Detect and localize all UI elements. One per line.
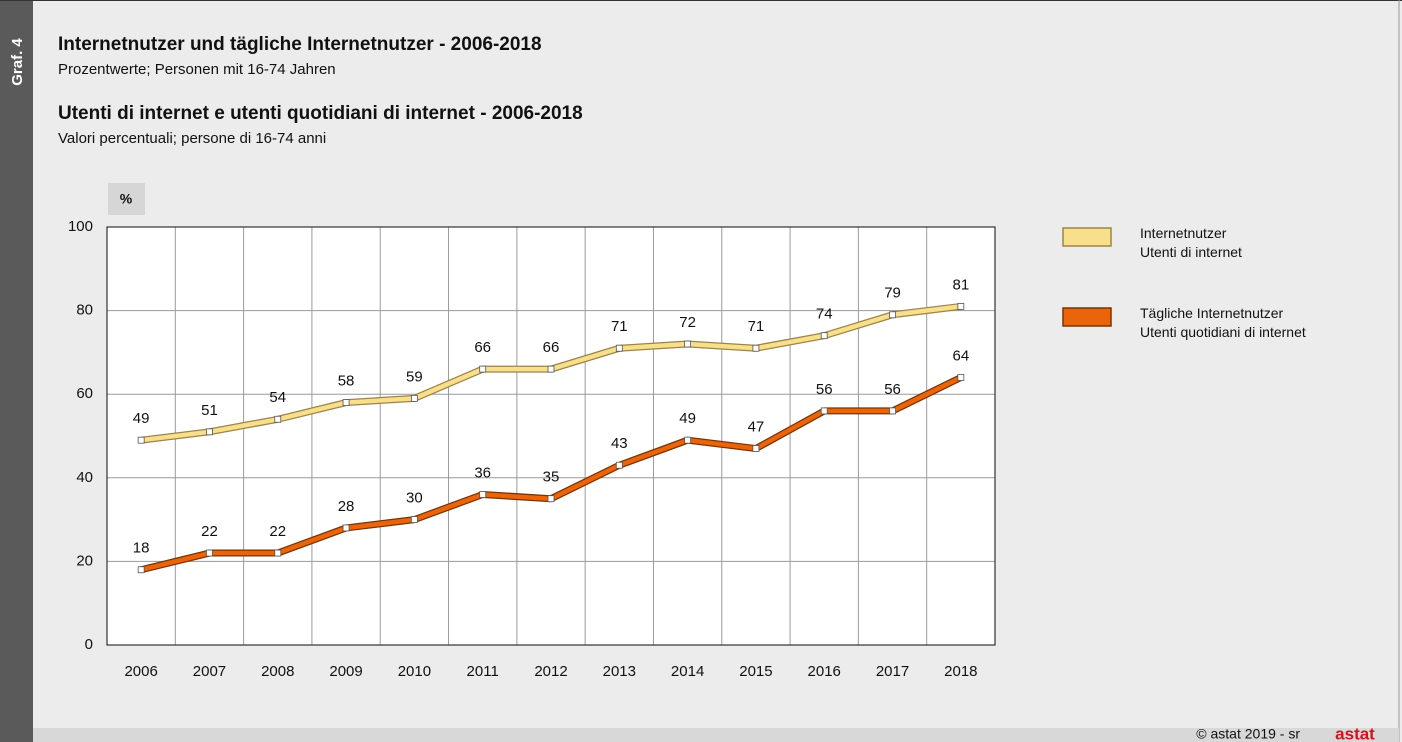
- data-label: 66: [474, 339, 491, 356]
- point-marker: [479, 365, 487, 373]
- side-bar: [0, 0, 33, 742]
- x-tick-label: 2007: [193, 663, 226, 680]
- data-label: 35: [543, 469, 560, 486]
- point-marker: [889, 311, 896, 319]
- point-marker: [615, 461, 623, 469]
- plot-border: [106, 226, 996, 646]
- data-label: 47: [748, 419, 765, 436]
- figure-label: Graf. 4: [9, 38, 26, 86]
- data-label: 22: [269, 523, 286, 540]
- x-tick-label: 2017: [876, 663, 909, 680]
- logo: astat: [1335, 724, 1375, 742]
- plot-area: [107, 227, 995, 645]
- x-tick-label: 2008: [261, 663, 294, 680]
- point-marker: [889, 407, 896, 415]
- x-tick-label: 2015: [739, 663, 772, 680]
- data-label: 66: [543, 339, 560, 356]
- data-label: 49: [133, 410, 150, 427]
- legend-label: Internetnutzer Utenti di internet: [1140, 225, 1242, 260]
- data-label: 59: [406, 368, 423, 385]
- point-marker: [206, 549, 213, 557]
- legend-swatch: [1062, 307, 1112, 327]
- data-label: 43: [611, 435, 628, 452]
- title-it: Utenti di internet e utenti quotidiani d…: [58, 103, 583, 124]
- point-marker: [410, 394, 418, 402]
- point-marker: [957, 303, 965, 310]
- point-marker: [547, 365, 555, 373]
- point-marker: [137, 566, 145, 574]
- x-tick-label: 2018: [944, 663, 977, 680]
- point-marker: [479, 491, 487, 498]
- point-marker: [137, 436, 145, 444]
- data-label: 56: [884, 381, 901, 398]
- data-label: 71: [748, 318, 765, 335]
- data-label: 36: [474, 464, 491, 481]
- point-marker: [206, 428, 213, 436]
- point-marker: [274, 415, 282, 423]
- point-marker: [684, 340, 692, 348]
- y-tick-label: 100: [68, 218, 93, 235]
- y-tick-label: 0: [85, 636, 93, 653]
- x-tick-label: 2006: [124, 663, 157, 680]
- data-label: 18: [133, 540, 150, 557]
- x-tick-label: 2014: [671, 663, 704, 680]
- legend-swatch: [1062, 227, 1112, 247]
- x-tick-label: 2010: [398, 663, 431, 680]
- point-marker: [820, 407, 828, 415]
- data-label: 79: [884, 285, 901, 302]
- x-tick-label: 2016: [808, 663, 841, 680]
- title: Internetnutzer und tägliche Internetnutz…: [58, 34, 542, 55]
- subtitle-it: Valori percentuali; persone di 16-74 ann…: [58, 130, 327, 147]
- data-label: 51: [201, 402, 218, 419]
- data-label: 58: [338, 373, 355, 390]
- x-tick-label: 2011: [467, 663, 499, 680]
- data-label: 72: [679, 314, 696, 331]
- point-marker: [820, 332, 828, 340]
- data-label: 30: [406, 490, 423, 507]
- x-tick-label: 2012: [534, 663, 567, 680]
- point-marker: [410, 516, 418, 523]
- data-label: 56: [816, 381, 833, 398]
- y-tick-label: 80: [76, 302, 93, 319]
- y-unit: %: [120, 191, 133, 207]
- point-marker: [752, 445, 760, 452]
- data-label: 74: [816, 306, 833, 323]
- point-marker: [615, 344, 623, 352]
- x-tick-label: 2009: [329, 663, 362, 680]
- y-tick-label: 60: [76, 385, 93, 402]
- footer-bar: [33, 728, 1399, 742]
- subtitle: Prozentwerte; Personen mit 16-74 Jahren: [58, 61, 336, 78]
- unit-box: [108, 183, 145, 215]
- legend-label: Tägliche Internetnutzer Utenti quotidian…: [1140, 305, 1306, 340]
- data-label: 71: [611, 318, 628, 335]
- data-label: 64: [953, 347, 970, 364]
- y-tick-label: 20: [76, 552, 93, 569]
- point-marker: [274, 549, 282, 557]
- point-marker: [342, 524, 350, 532]
- y-tick-label: 40: [76, 469, 93, 486]
- data-label: 28: [338, 498, 355, 515]
- data-label: 22: [201, 523, 218, 540]
- point-marker: [752, 344, 760, 352]
- point-marker: [342, 399, 350, 406]
- data-label: 81: [953, 276, 970, 293]
- point-marker: [684, 436, 692, 444]
- x-tick-label: 2013: [603, 663, 636, 680]
- data-label: 54: [269, 389, 286, 406]
- data-label: 49: [679, 410, 696, 427]
- source: © astat 2019 - sr: [1196, 726, 1300, 742]
- point-marker: [957, 374, 965, 381]
- point-marker: [547, 495, 555, 503]
